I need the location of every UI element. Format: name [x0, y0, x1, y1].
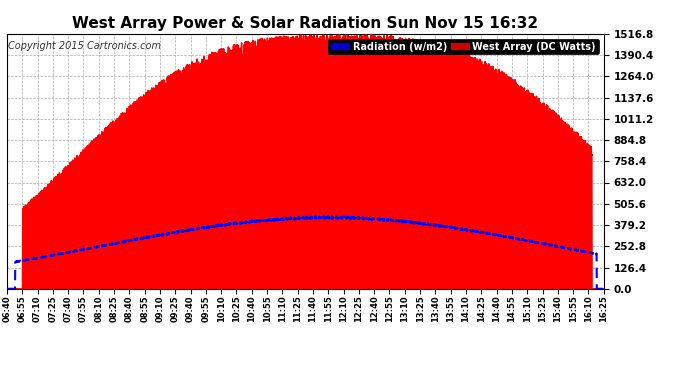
Legend: Radiation (w/m2), West Array (DC Watts): Radiation (w/m2), West Array (DC Watts) — [328, 39, 599, 54]
Title: West Array Power & Solar Radiation Sun Nov 15 16:32: West Array Power & Solar Radiation Sun N… — [72, 16, 538, 31]
Text: Copyright 2015 Cartronics.com: Copyright 2015 Cartronics.com — [8, 41, 161, 51]
